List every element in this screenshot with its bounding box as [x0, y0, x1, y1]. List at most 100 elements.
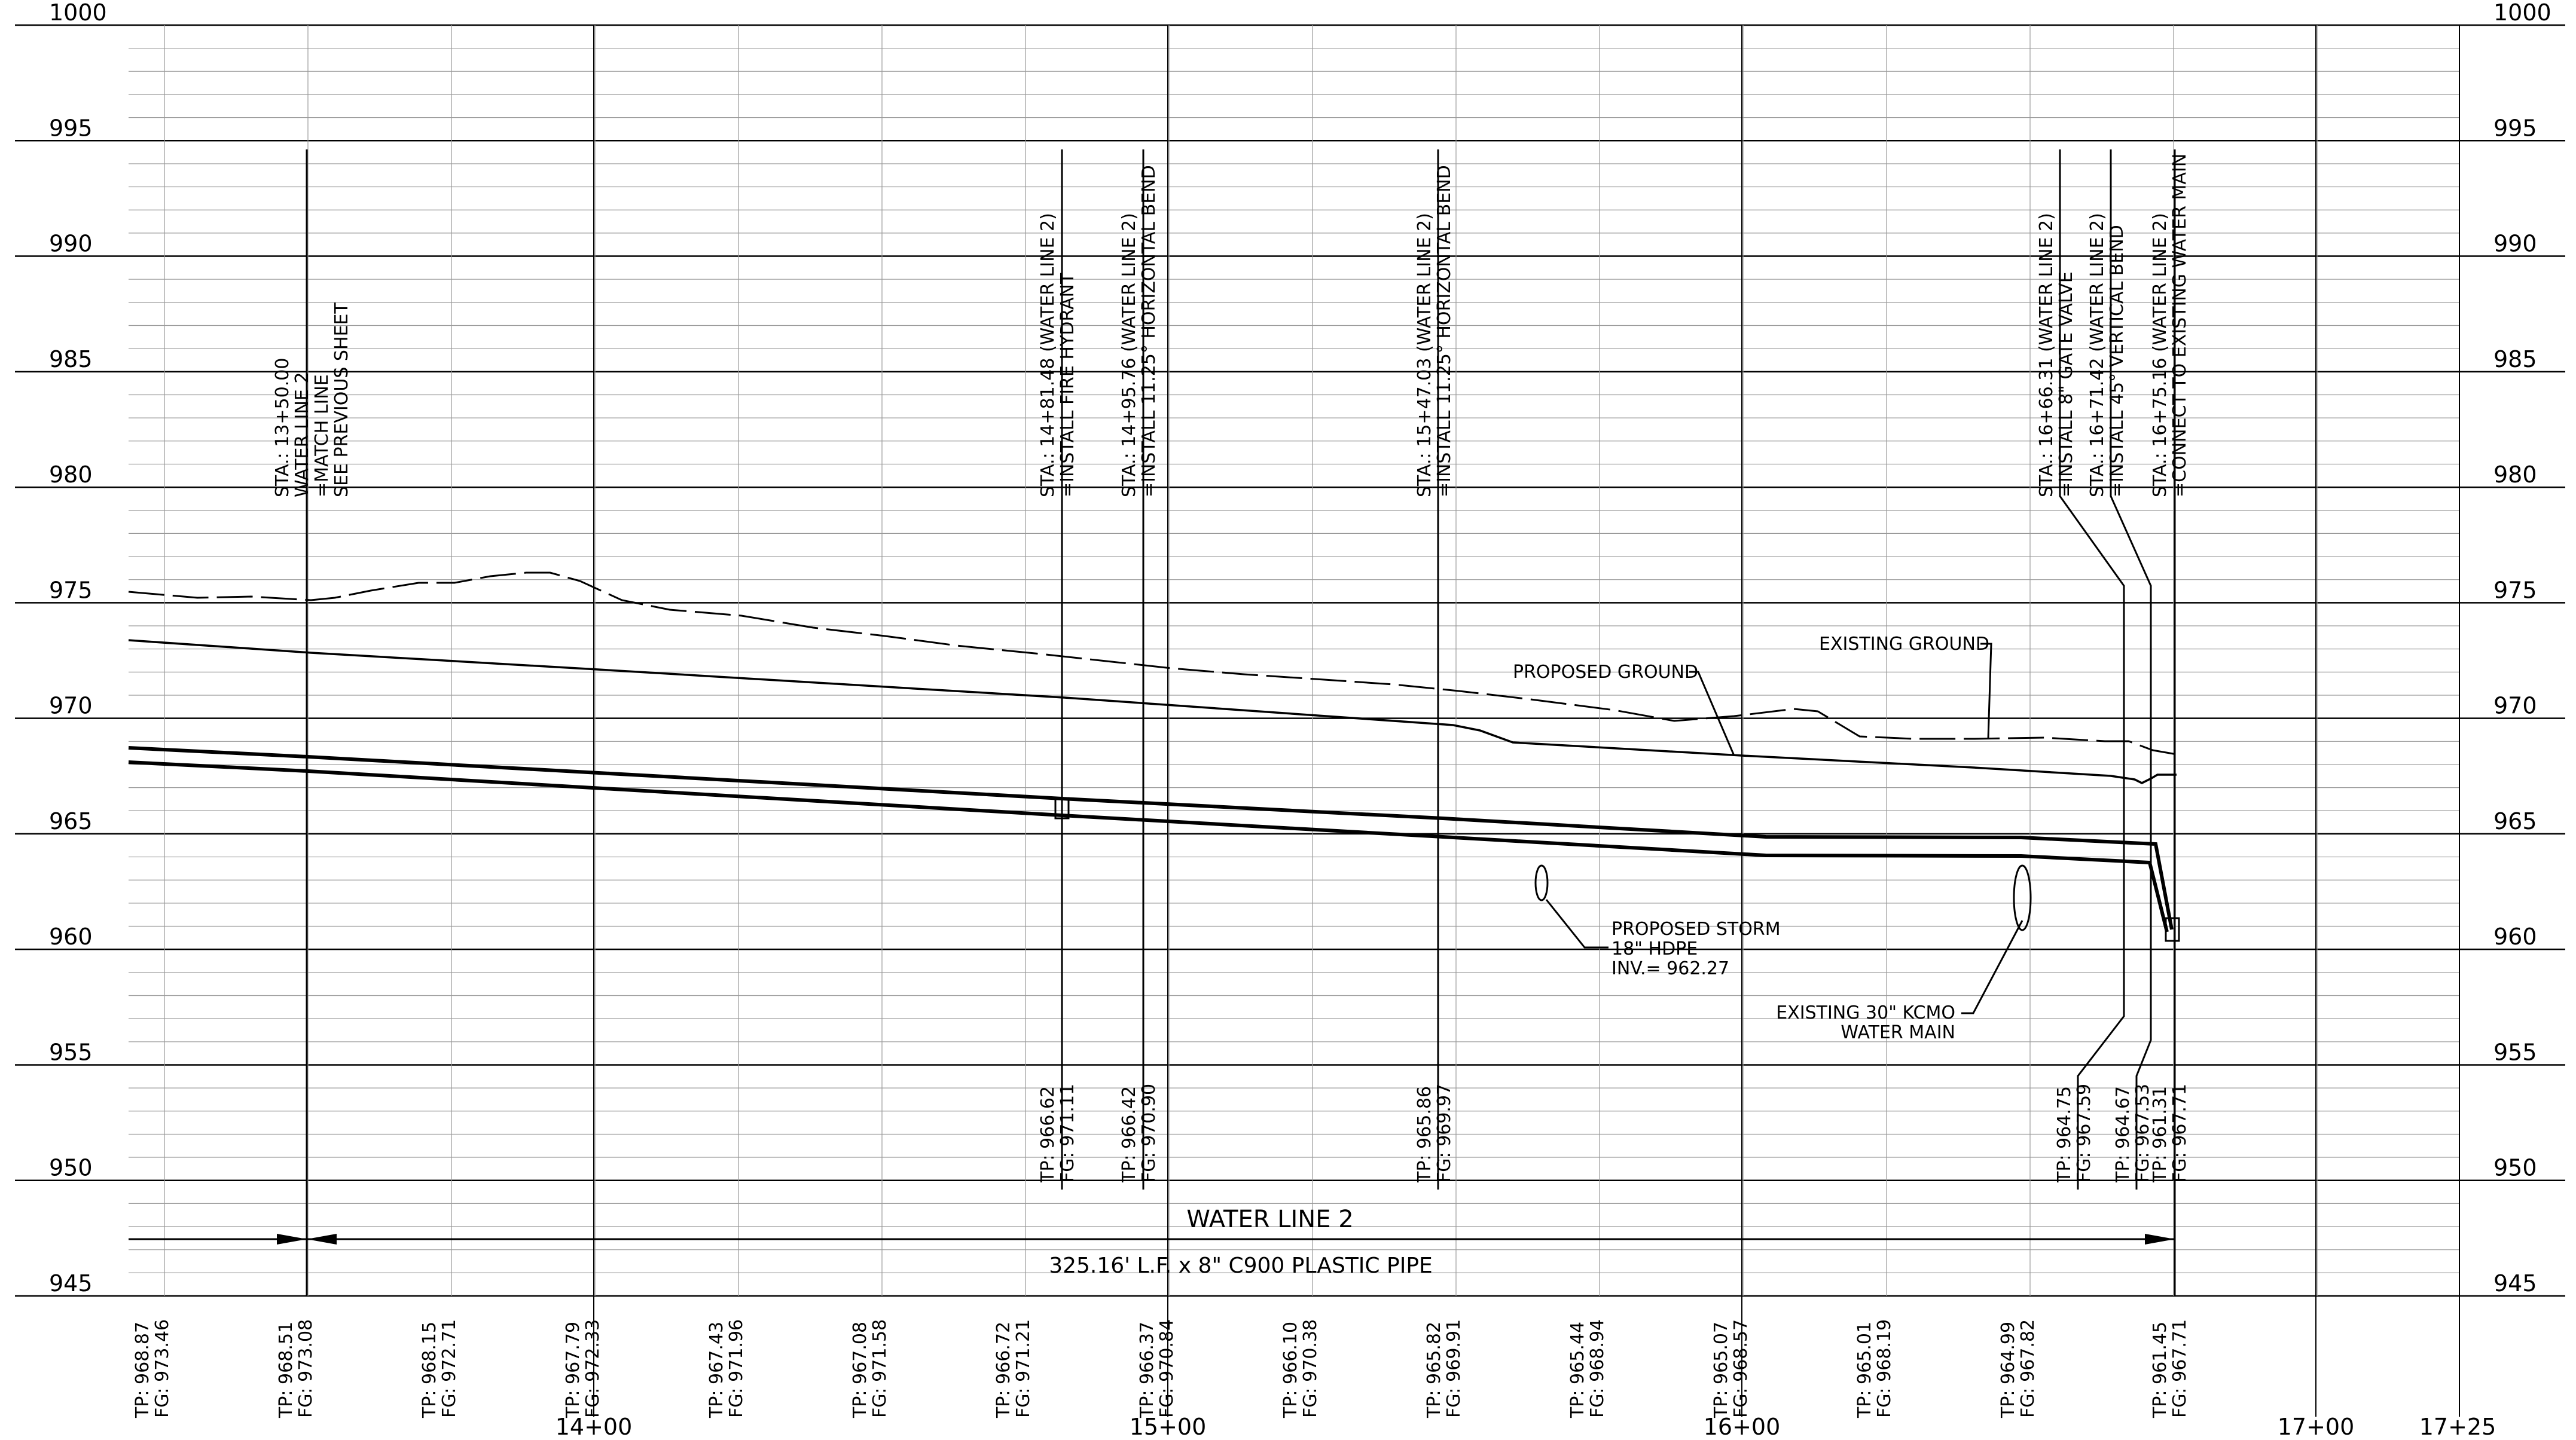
station-label: 16+00 — [1704, 1414, 1781, 1440]
hydrant-elevations: TP: 966.62 FG: 971.11 — [1037, 1084, 1078, 1183]
elevation-label: 985 — [2493, 346, 2537, 372]
elevation-label: 975 — [49, 577, 93, 603]
svg-text:INV.= 962.27: INV.= 962.27 — [1611, 958, 1729, 979]
station-labels: 14+00 15+00 16+00 17+00 17+25 — [556, 1414, 2496, 1440]
elevation-label: 1000 — [2493, 0, 2551, 26]
svg-text:FG: 970.84: FG: 970.84 — [1156, 1319, 1177, 1418]
elevation-label: 955 — [2493, 1039, 2537, 1065]
svg-text:WATER LINE 2: WATER LINE 2 — [292, 372, 313, 497]
elevation-label: 975 — [2493, 577, 2537, 603]
svg-text:=MATCH LINE: =MATCH LINE — [312, 374, 332, 497]
station-label: 17+00 — [2278, 1414, 2355, 1440]
connection-marker — [2165, 917, 2180, 942]
existing-ground-label: EXISTING GROUND — [1819, 634, 1989, 655]
callouts-top: STA.: 13+50.00 WATER LINE 2 =MATCH LINE … — [272, 154, 2190, 497]
elevation-label: 950 — [2493, 1155, 2537, 1181]
svg-text:FG: 967.82: FG: 967.82 — [2018, 1319, 2038, 1418]
svg-text:TP: 966.42: TP: 966.42 — [1119, 1086, 1140, 1183]
gate-valve-callout: STA.: 16+66.31 (WATER LINE 2) =INSTALL 8… — [2036, 213, 2077, 497]
elevation-labels-left: 1000 995 990 985 980 975 970 965 960 955 950 945 — [49, 0, 107, 1297]
svg-text:FG: 968.19: FG: 968.19 — [1874, 1319, 1895, 1418]
svg-text:FG: 971.96: FG: 971.96 — [726, 1319, 747, 1418]
proposed-ground-label: PROPOSED GROUND — [1513, 662, 1698, 683]
proposed-ground-leader — [1689, 671, 1735, 756]
station-label: 14+00 — [556, 1414, 633, 1440]
svg-text:FG: 968.57: FG: 968.57 — [1730, 1319, 1751, 1418]
water-line-dimension: WATER LINE 2 325.16' L.F. x 8" C900 PLAS… — [129, 1206, 2175, 1278]
svg-text:TP: 967.08: TP: 967.08 — [850, 1322, 871, 1418]
elevation-label: 960 — [2493, 924, 2537, 950]
elevation-label: 995 — [2493, 115, 2537, 141]
svg-text:FG: 967.53: FG: 967.53 — [2132, 1084, 2153, 1182]
existing-ground-leader — [1980, 643, 1992, 739]
svg-text:WATER MAIN: WATER MAIN — [1841, 1022, 1955, 1043]
svg-text:STA.: 16+71.42 (WATER LINE 2): STA.: 16+71.42 (WATER LINE 2) — [2087, 213, 2108, 497]
svg-text:FG: 971.21: FG: 971.21 — [1013, 1319, 1034, 1418]
svg-text:TP: 965.44: TP: 965.44 — [1567, 1322, 1588, 1418]
existing-ground-line — [128, 571, 2177, 756]
pipe-bottom-line — [128, 760, 2169, 933]
svg-text:FG: 969.91: FG: 969.91 — [1443, 1319, 1464, 1418]
svg-text:SEE PREVIOUS SHEET: SEE PREVIOUS SHEET — [331, 302, 352, 497]
elevation-label: 965 — [2493, 808, 2537, 834]
elevation-label: 945 — [2493, 1270, 2537, 1297]
svg-text:TP: 966.62: TP: 966.62 — [1037, 1086, 1058, 1183]
horizontal-bend-2-callout: STA.: 15+47.03 (WATER LINE 2) =INSTALL 1… — [1414, 165, 1455, 497]
elevation-label: 950 — [49, 1155, 93, 1181]
point-elevations: TP: 966.62 FG: 971.11 TP: 966.42 FG: 970… — [1037, 1084, 2190, 1183]
horizontal-bend-1-callout: STA.: 14+95.76 (WATER LINE 2) =INSTALL 1… — [1119, 165, 1159, 497]
elevation-label: 980 — [2493, 461, 2537, 488]
svg-text:TP: 968.15: TP: 968.15 — [419, 1322, 440, 1418]
svg-text:FG: 972.33: FG: 972.33 — [582, 1319, 603, 1418]
station-label: 17+25 — [2419, 1414, 2496, 1440]
pipe-top-line — [128, 746, 2174, 930]
elevation-label: 1000 — [49, 0, 107, 26]
elevation-label: 970 — [49, 693, 93, 719]
svg-text:FG: 969.97: FG: 969.97 — [1434, 1084, 1455, 1182]
kcmo-label: EXISTING 30" KCMO WATER MAIN — [1776, 1002, 1955, 1043]
svg-text:FG: 973.08: FG: 973.08 — [295, 1319, 316, 1418]
svg-text:=INSTALL 11.25° HORIZONTAL BEN: =INSTALL 11.25° HORIZONTAL BEND — [1139, 165, 1159, 497]
svg-text:STA.: 14+95.76 (WATER LINE 2): STA.: 14+95.76 (WATER LINE 2) — [1119, 213, 1140, 497]
elevation-label: 965 — [49, 808, 93, 834]
svg-text:STA.: 13+50.00: STA.: 13+50.00 — [272, 358, 293, 497]
elevation-label: 990 — [49, 231, 93, 257]
svg-text:TP: 961.31: TP: 961.31 — [2150, 1086, 2171, 1183]
water-line-title: WATER LINE 2 — [1186, 1206, 1353, 1233]
svg-text:=CONNECT TO EXISTING WATER MAI: =CONNECT TO EXISTING WATER MAIN — [2169, 154, 2190, 497]
svg-text:=INSTALL FIRE HYDRANT: =INSTALL FIRE HYDRANT — [1057, 273, 1078, 497]
callout-lines — [306, 149, 2176, 1296]
svg-text:TP: 964.75: TP: 964.75 — [2054, 1086, 2075, 1183]
svg-text:TP: 965.86: TP: 965.86 — [1414, 1086, 1435, 1183]
svg-text:TP: 968.51: TP: 968.51 — [276, 1322, 297, 1418]
svg-text:18" HDPE: 18" HDPE — [1611, 938, 1698, 959]
elevation-label: 990 — [2493, 231, 2537, 257]
svg-text:TP: 964.99: TP: 964.99 — [1998, 1322, 2019, 1418]
elevation-label: 960 — [49, 924, 93, 950]
fire-hydrant-callout: STA.: 14+81.48 (WATER LINE 2) =INSTALL F… — [1037, 213, 1078, 497]
svg-text:TP: 967.79: TP: 967.79 — [563, 1322, 584, 1418]
elevation-label: 985 — [49, 346, 93, 372]
elevation-label: 945 — [49, 1270, 93, 1297]
svg-text:=INSTALL 45° VERTICAL BEND: =INSTALL 45° VERTICAL BEND — [2107, 225, 2128, 497]
svg-text:TP: 965.01: TP: 965.01 — [1854, 1322, 1875, 1418]
grid — [15, 24, 2565, 1417]
svg-text:FG: 968.94: FG: 968.94 — [1587, 1319, 1608, 1418]
svg-text:FG: 972.71: FG: 972.71 — [439, 1319, 460, 1418]
vbend-elevations: TP: 964.67 FG: 967.53 — [2113, 1084, 2153, 1183]
svg-text:STA.: 16+75.16 (WATER LINE 2): STA.: 16+75.16 (WATER LINE 2) — [2150, 213, 2171, 497]
